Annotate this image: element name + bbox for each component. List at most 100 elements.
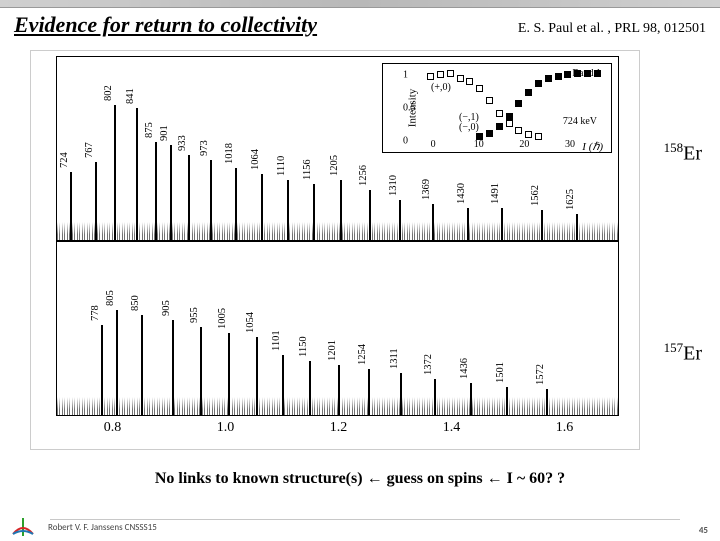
inset-data-point bbox=[594, 70, 601, 77]
spectrum-peak bbox=[136, 108, 138, 240]
noise-baseline bbox=[57, 222, 618, 240]
spectrum-peak bbox=[188, 155, 190, 240]
footer-logo-icon bbox=[8, 516, 38, 538]
peak-label: 724 bbox=[59, 152, 70, 168]
spectrum-peak bbox=[141, 315, 143, 415]
peak-label: 1625 bbox=[565, 189, 576, 210]
peak-label: 1369 bbox=[421, 179, 432, 200]
spectrum-peak bbox=[576, 214, 578, 240]
peak-label: 1054 bbox=[245, 312, 256, 333]
inset-ytick: 1 bbox=[403, 69, 408, 80]
xaxis-tick: 1.6 bbox=[556, 420, 574, 436]
peak-label: 1310 bbox=[388, 175, 399, 196]
spectrum-peak bbox=[434, 379, 436, 415]
inset-data-point bbox=[447, 70, 454, 77]
inset-data-point bbox=[525, 131, 532, 138]
peak-label: 1110 bbox=[276, 156, 287, 176]
inset-xtick: 30 bbox=[565, 139, 575, 150]
inset-data-point bbox=[525, 89, 532, 96]
conclusion-text: No links to known structure(s) ← guess o… bbox=[0, 470, 720, 488]
spectrum-peak bbox=[340, 180, 342, 240]
spectrum-peak bbox=[228, 333, 230, 415]
peak-label: 1256 bbox=[358, 165, 369, 186]
xaxis-tick: 1.0 bbox=[217, 420, 235, 436]
spectrum-peak bbox=[101, 325, 103, 415]
inset-xtick: 0 bbox=[431, 139, 436, 150]
inset-intensity-plot: Intensity 1 0.5 0 0 10 20 30 I (ℏ) Band … bbox=[382, 63, 612, 153]
peak-label: 901 bbox=[159, 125, 170, 141]
spectrum-peak bbox=[338, 365, 340, 415]
peak-label: 1572 bbox=[535, 364, 546, 385]
conclusion-part2: guess on spins bbox=[387, 470, 487, 487]
inset-data-point bbox=[496, 123, 503, 130]
peak-label: 1205 bbox=[329, 155, 340, 176]
inset-xtick: 20 bbox=[519, 139, 529, 150]
inset-data-point bbox=[486, 130, 493, 137]
inset-ytick: 0.5 bbox=[403, 103, 416, 114]
peak-label: 973 bbox=[199, 140, 210, 156]
page-title: Evidence for return to collectivity bbox=[14, 12, 317, 38]
peak-label: 875 bbox=[144, 122, 155, 138]
peak-label: 841 bbox=[125, 88, 136, 104]
inset-data-point bbox=[506, 120, 513, 127]
panel-er157: 7788058509059551005105411011150120112541… bbox=[56, 241, 619, 416]
inset-xtick: 10 bbox=[474, 139, 484, 150]
spectrum-peak bbox=[432, 204, 434, 240]
peak-label: 1491 bbox=[490, 183, 501, 204]
conclusion-part3: I ~ 60? ? bbox=[507, 470, 566, 487]
peak-label: 805 bbox=[105, 290, 116, 306]
spectrum-peak bbox=[282, 355, 284, 415]
inset-data-point bbox=[564, 71, 571, 78]
spectra-figure: 7247678028418759019339731018106411101156… bbox=[30, 50, 640, 450]
peak-label: 1064 bbox=[250, 149, 261, 170]
peak-label: 1501 bbox=[495, 362, 506, 383]
peak-label: 767 bbox=[84, 142, 95, 158]
peak-label: 933 bbox=[177, 135, 188, 151]
element: Er bbox=[683, 143, 702, 165]
spectrum-peak bbox=[95, 162, 97, 240]
spectrum-peak bbox=[501, 208, 503, 240]
footer-author: Robert V. F. Janssens CNSSS15 bbox=[48, 522, 157, 533]
inset-data-point bbox=[515, 127, 522, 134]
spectrum-peak bbox=[256, 337, 258, 415]
spectrum-peak bbox=[287, 180, 289, 240]
spectrum-peak bbox=[70, 172, 72, 240]
spectrum-peak bbox=[200, 327, 202, 415]
header-rule bbox=[0, 0, 720, 8]
peak-label: 1436 bbox=[459, 358, 470, 379]
spectrum-peak bbox=[261, 174, 263, 240]
mass-number: 158 bbox=[664, 140, 684, 155]
inset-data-point bbox=[457, 75, 464, 82]
peak-label: 1018 bbox=[224, 143, 235, 164]
spectrum-peak bbox=[155, 142, 157, 240]
inset-ytick: 0 bbox=[403, 136, 408, 147]
inset-xlabel: I (ℏ) bbox=[582, 140, 603, 153]
inset-data-point bbox=[437, 71, 444, 78]
inset-legend: (−,0) bbox=[459, 122, 479, 133]
citation: E. S. Paul et al. , PRL 98, 012501 bbox=[518, 21, 706, 37]
spectrum-peak bbox=[313, 184, 315, 240]
spectrum-peak bbox=[506, 387, 508, 415]
spectrum-peak bbox=[546, 389, 548, 415]
peak-label: 1562 bbox=[530, 185, 541, 206]
spectrum-peak bbox=[309, 361, 311, 415]
inset-extra-label: 724 keV bbox=[563, 116, 597, 127]
inset-data-point bbox=[574, 70, 581, 77]
inset-data-point bbox=[476, 133, 483, 140]
spectrum-peak bbox=[170, 145, 172, 240]
inset-data-point bbox=[486, 97, 493, 104]
arrow-icon: ← bbox=[367, 470, 383, 487]
spectrum-peak bbox=[400, 373, 402, 415]
spectrum-peak bbox=[235, 168, 237, 240]
inset-data-point bbox=[535, 80, 542, 87]
isotope-label-top: 158Er bbox=[664, 140, 702, 166]
spectrum-peak bbox=[368, 369, 370, 415]
spectrum-peak bbox=[210, 160, 212, 240]
title-row: Evidence for return to collectivity E. S… bbox=[14, 12, 706, 38]
spectrum-peak bbox=[116, 310, 118, 415]
spectrum-peak bbox=[541, 210, 543, 240]
peak-label: 778 bbox=[90, 305, 101, 321]
peak-label: 1201 bbox=[327, 340, 338, 361]
peak-label: 1150 bbox=[298, 336, 309, 357]
peak-label: 802 bbox=[103, 85, 114, 101]
